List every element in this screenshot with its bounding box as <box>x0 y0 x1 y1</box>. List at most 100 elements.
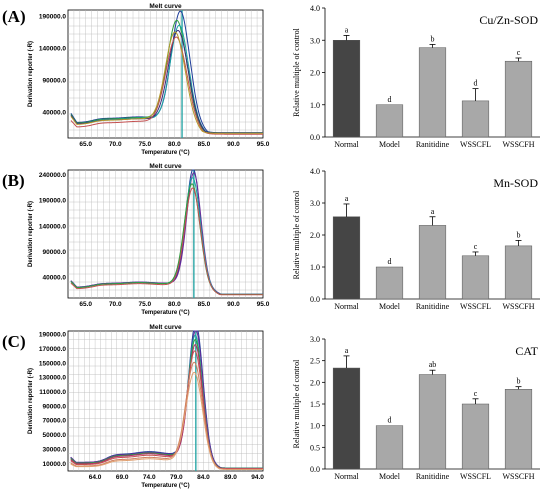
significance-letter: b <box>517 377 521 386</box>
melt-series-5 <box>70 187 263 296</box>
x-tick-label: 69.0 <box>116 474 129 481</box>
x-tick-label: WSSCFH <box>502 472 534 481</box>
significance-letter: b <box>431 34 435 43</box>
bar-wsscfh <box>504 245 533 300</box>
x-tick-label: Model <box>379 140 401 149</box>
x-tick-label: 95.0 <box>257 301 270 308</box>
bar-model <box>375 425 404 470</box>
y-tick-label: 70000.0 <box>43 418 67 425</box>
panel-label-a: (A) <box>2 7 26 26</box>
x-axis-label: Temperature (°C) <box>141 150 189 156</box>
y-tick-label: 140000.0 <box>39 45 66 52</box>
bar-chart-cat: 0.0 0.5 1.0 1.5 2.0 2.5 3.0 Relative multiple o… <box>292 335 540 481</box>
x-tick-label: Ranitidine <box>416 140 450 149</box>
melt-curve-chart-a: Melt curve 65.0 70.0 75.0 80.0 85.0 90.0 95.0 40… <box>28 3 270 156</box>
bar-normal <box>332 216 361 300</box>
y-tick-label: 90000.0 <box>43 249 67 256</box>
y-tick-label: 3.0 <box>310 36 320 45</box>
x-tick-label: Model <box>379 472 401 481</box>
x-tick-label: 65.0 <box>79 301 92 308</box>
y-tick-label: 140000.0 <box>39 223 66 230</box>
y-tick-label: 0.0 <box>310 295 320 304</box>
x-tick-label: Model <box>379 302 401 311</box>
significance-letter: d <box>388 95 392 104</box>
y-tick-label: 1.0 <box>310 422 320 431</box>
x-tick-label: 85.0 <box>198 141 211 148</box>
y-tick-label: 0.0 <box>310 465 320 474</box>
y-tick-label: 90000.0 <box>43 403 67 410</box>
melt-curve-chart-b: Melt curve 65.0 70.0 75.0 80.0 85.0 90.0 95.0 40… <box>28 163 270 316</box>
bar-chart-cu-zn-sod: 0.0 1.0 2.0 3.0 4.0 Relative multiple of cont… <box>292 4 540 149</box>
significance-letter: b <box>517 230 521 239</box>
bar-normal <box>332 367 361 470</box>
significance-letter: c <box>517 48 521 57</box>
chart-title: Melt curve <box>149 3 182 10</box>
x-tick-label: Ranitidine <box>416 472 450 481</box>
x-tick-label: 70.0 <box>109 141 122 148</box>
y-tick-label: 2.0 <box>310 378 320 387</box>
y-tick-label: 150000.0 <box>39 360 66 367</box>
y-axis-label: Derivation reporter (-R) <box>28 368 34 434</box>
y-tick-label: 4.0 <box>310 4 320 13</box>
significance-letter: d <box>474 79 478 88</box>
panel-label-c: (C) <box>2 332 26 351</box>
chart-title: Mn-SOD <box>493 176 538 190</box>
y-tick-label: 10000.0 <box>43 461 67 468</box>
significance-letter: c <box>474 242 478 251</box>
panel-label-b: (B) <box>2 171 25 190</box>
bar-wsscfh <box>504 60 533 138</box>
significance-letter: c <box>474 389 478 398</box>
x-tick-label: 80.0 <box>168 141 181 148</box>
bar-ranitidine <box>418 47 447 138</box>
significance-letter: a <box>431 207 435 216</box>
x-tick-label: 75.0 <box>138 301 151 308</box>
y-axis-label: Derivation reporter (-R) <box>28 201 34 267</box>
x-tick-label: Normal <box>334 302 359 311</box>
x-tick-label: WSSCFH <box>502 302 534 311</box>
x-tick-label: 90.0 <box>227 301 240 308</box>
y-tick-label: 90000.0 <box>43 77 67 84</box>
significance-letter: d <box>388 257 392 266</box>
y-tick-label: 3.0 <box>310 199 320 208</box>
y-tick-label: 50000.0 <box>43 432 67 439</box>
x-tick-label: 65.0 <box>79 141 92 148</box>
y-tick-label: 4.0 <box>310 167 320 176</box>
bar-model <box>375 104 404 138</box>
x-tick-label: 90.0 <box>227 141 240 148</box>
x-tick-label: 95.0 <box>257 141 270 148</box>
x-tick-label: 75.0 <box>138 141 151 148</box>
significance-letter: a <box>345 346 349 355</box>
y-tick-label: 2.5 <box>310 357 320 366</box>
y-tick-label: 0.0 <box>310 133 320 142</box>
bar-wsscfl <box>461 255 490 300</box>
x-axis-label: Temperature (°C) <box>141 310 189 316</box>
chart-title: CAT <box>515 344 538 358</box>
grid <box>68 170 263 298</box>
y-tick-label: 2.0 <box>310 231 320 240</box>
y-tick-label: 2.0 <box>310 69 320 78</box>
x-tick-label: 85.0 <box>198 301 211 308</box>
x-tick-label: WSSCFH <box>502 140 534 149</box>
bar-wsscfh <box>504 389 533 470</box>
melt-series-8 <box>70 371 263 470</box>
significance-letter: a <box>345 194 349 203</box>
x-tick-label: WSSCFL <box>460 472 491 481</box>
x-tick-label: 70.0 <box>109 301 122 308</box>
y-tick-label: 3.0 <box>310 335 320 344</box>
x-axis-label: Temperature (°C) <box>141 483 189 489</box>
bar-wsscfl <box>461 100 490 138</box>
bar-ranitidine <box>418 225 447 300</box>
y-tick-label: 30000.0 <box>43 446 67 453</box>
y-tick-label: 240000.0 <box>39 172 66 179</box>
x-tick-label: 84.0 <box>197 474 210 481</box>
y-tick-label: 40000.0 <box>43 109 67 116</box>
y-axis-label: Relative multiple of control <box>292 27 301 116</box>
y-tick-label: 1.0 <box>310 263 320 272</box>
y-axis-label: Relative multiple of control <box>292 359 301 448</box>
chart-title: Cu/Zn-SOD <box>479 13 538 27</box>
melt-series-6 <box>70 31 263 134</box>
y-tick-label: 190000.0 <box>39 332 66 339</box>
bar-model <box>375 266 404 300</box>
y-axis-label: Relative multiple of control <box>292 190 301 279</box>
